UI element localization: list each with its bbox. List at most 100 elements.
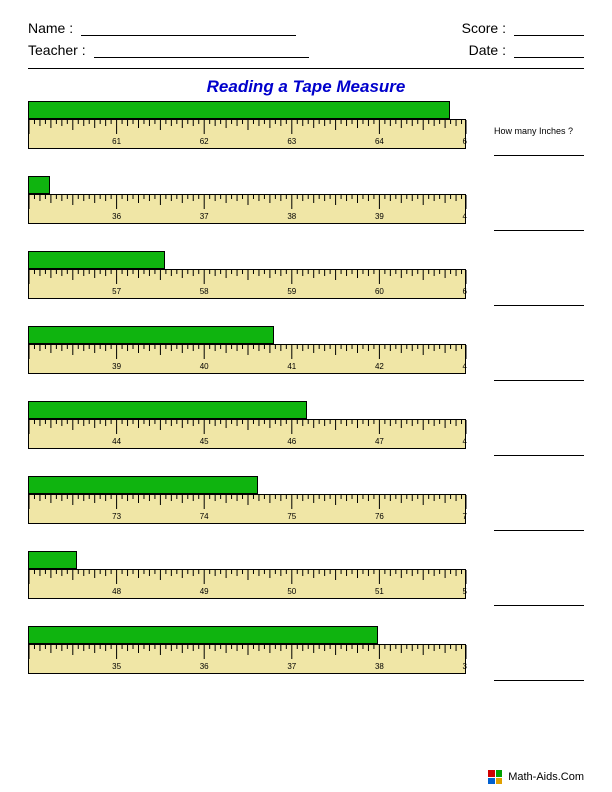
problem-row: 44 45 46 47 48 <box>28 401 584 456</box>
answer-blank[interactable] <box>494 440 584 456</box>
measure-area: 44 45 46 47 48 <box>28 401 466 456</box>
tape-ruler: 35 36 37 38 39 <box>28 644 466 674</box>
measured-bar <box>28 326 274 344</box>
tape-ruler: 48 49 50 51 52 <box>28 569 466 599</box>
teacher-field: Teacher : <box>28 42 309 58</box>
svg-text:59: 59 <box>287 287 296 296</box>
tape-ruler: 61 62 63 64 65 <box>28 119 466 149</box>
svg-text:38: 38 <box>375 662 384 671</box>
footer-text: Math-Aids.Com <box>508 771 584 783</box>
worksheet-title: Reading a Tape Measure <box>28 77 584 97</box>
svg-text:42: 42 <box>375 362 384 371</box>
score-field: Score : <box>462 20 584 36</box>
answer-blank[interactable] <box>494 590 584 606</box>
answer-blank[interactable] <box>494 665 584 681</box>
footer: Math-Aids.Com <box>488 770 584 784</box>
svg-text:73: 73 <box>112 512 121 521</box>
answer-blank[interactable] <box>494 365 584 381</box>
svg-text:37: 37 <box>200 212 209 221</box>
measured-bar <box>28 551 77 569</box>
measure-area: 35 36 37 38 39 <box>28 626 466 681</box>
svg-text:38: 38 <box>287 212 296 221</box>
measure-area: 48 49 50 51 52 <box>28 551 466 606</box>
date-field: Date : <box>469 42 584 58</box>
answer-blank[interactable] <box>494 515 584 531</box>
measured-bar <box>28 251 165 269</box>
measure-area: 61 62 63 64 65 <box>28 101 466 156</box>
svg-text:36: 36 <box>112 212 121 221</box>
svg-text:51: 51 <box>375 587 384 596</box>
svg-text:43: 43 <box>463 362 467 371</box>
svg-text:74: 74 <box>200 512 209 521</box>
tape-ruler: 57 58 59 60 61 <box>28 269 466 299</box>
svg-text:47: 47 <box>375 437 384 446</box>
measure-area: 73 74 75 76 77 <box>28 476 466 531</box>
problem-row: 73 74 75 76 77 <box>28 476 584 531</box>
svg-text:65: 65 <box>463 137 467 146</box>
question-header: How many Inches ? <box>494 126 573 136</box>
header-rule <box>28 68 584 69</box>
problem-row: 48 49 50 51 52 <box>28 551 584 606</box>
measured-bar <box>28 476 258 494</box>
tape-ruler: 73 74 75 76 77 <box>28 494 466 524</box>
teacher-blank[interactable] <box>94 42 309 58</box>
svg-text:75: 75 <box>287 512 296 521</box>
svg-text:48: 48 <box>463 437 467 446</box>
answer-blank[interactable] <box>494 290 584 306</box>
header-row-1: Name : Score : <box>28 20 584 36</box>
svg-text:52: 52 <box>463 587 467 596</box>
teacher-label: Teacher : <box>28 42 86 58</box>
svg-text:39: 39 <box>463 662 467 671</box>
svg-text:35: 35 <box>112 662 121 671</box>
svg-text:45: 45 <box>200 437 209 446</box>
date-blank[interactable] <box>514 42 584 58</box>
svg-text:58: 58 <box>200 287 209 296</box>
name-field: Name : <box>28 20 296 36</box>
date-label: Date : <box>469 42 506 58</box>
svg-text:36: 36 <box>200 662 209 671</box>
svg-text:48: 48 <box>112 587 121 596</box>
tape-ruler: 39 40 41 42 43 <box>28 344 466 374</box>
header-row-2: Teacher : Date : <box>28 42 584 58</box>
svg-text:61: 61 <box>112 137 121 146</box>
svg-text:39: 39 <box>375 212 384 221</box>
svg-text:37: 37 <box>287 662 296 671</box>
svg-text:39: 39 <box>112 362 121 371</box>
problems-container: 61 62 63 64 65 36 37 38 39 40 57 58 59 60 61 39 40 41 42 43… <box>28 101 584 681</box>
svg-text:62: 62 <box>200 137 209 146</box>
problem-row: 36 37 38 39 40 <box>28 176 584 231</box>
measured-bar <box>28 626 378 644</box>
problem-row: 57 58 59 60 61 <box>28 251 584 306</box>
svg-text:41: 41 <box>287 362 296 371</box>
name-blank[interactable] <box>81 20 296 36</box>
svg-text:50: 50 <box>287 587 296 596</box>
tape-ruler: 36 37 38 39 40 <box>28 194 466 224</box>
answer-blank[interactable] <box>494 140 584 156</box>
svg-text:46: 46 <box>287 437 296 446</box>
svg-text:61: 61 <box>463 287 467 296</box>
svg-text:40: 40 <box>200 362 209 371</box>
footer-icon <box>488 770 502 784</box>
answer-blank[interactable] <box>494 215 584 231</box>
problem-row: 35 36 37 38 39 <box>28 626 584 681</box>
problem-row: 39 40 41 42 43 <box>28 326 584 381</box>
svg-text:63: 63 <box>287 137 296 146</box>
svg-text:49: 49 <box>200 587 209 596</box>
measure-area: 39 40 41 42 43 <box>28 326 466 381</box>
svg-text:57: 57 <box>112 287 121 296</box>
svg-text:64: 64 <box>375 137 384 146</box>
score-blank[interactable] <box>514 20 584 36</box>
measure-area: 57 58 59 60 61 <box>28 251 466 306</box>
score-label: Score : <box>462 20 506 36</box>
svg-text:60: 60 <box>375 287 384 296</box>
name-label: Name : <box>28 20 73 36</box>
measured-bar <box>28 176 50 194</box>
svg-text:77: 77 <box>463 512 467 521</box>
svg-text:40: 40 <box>463 212 467 221</box>
measure-area: 36 37 38 39 40 <box>28 176 466 231</box>
measured-bar <box>28 401 307 419</box>
svg-text:44: 44 <box>112 437 121 446</box>
tape-ruler: 44 45 46 47 48 <box>28 419 466 449</box>
svg-text:76: 76 <box>375 512 384 521</box>
measured-bar <box>28 101 450 119</box>
